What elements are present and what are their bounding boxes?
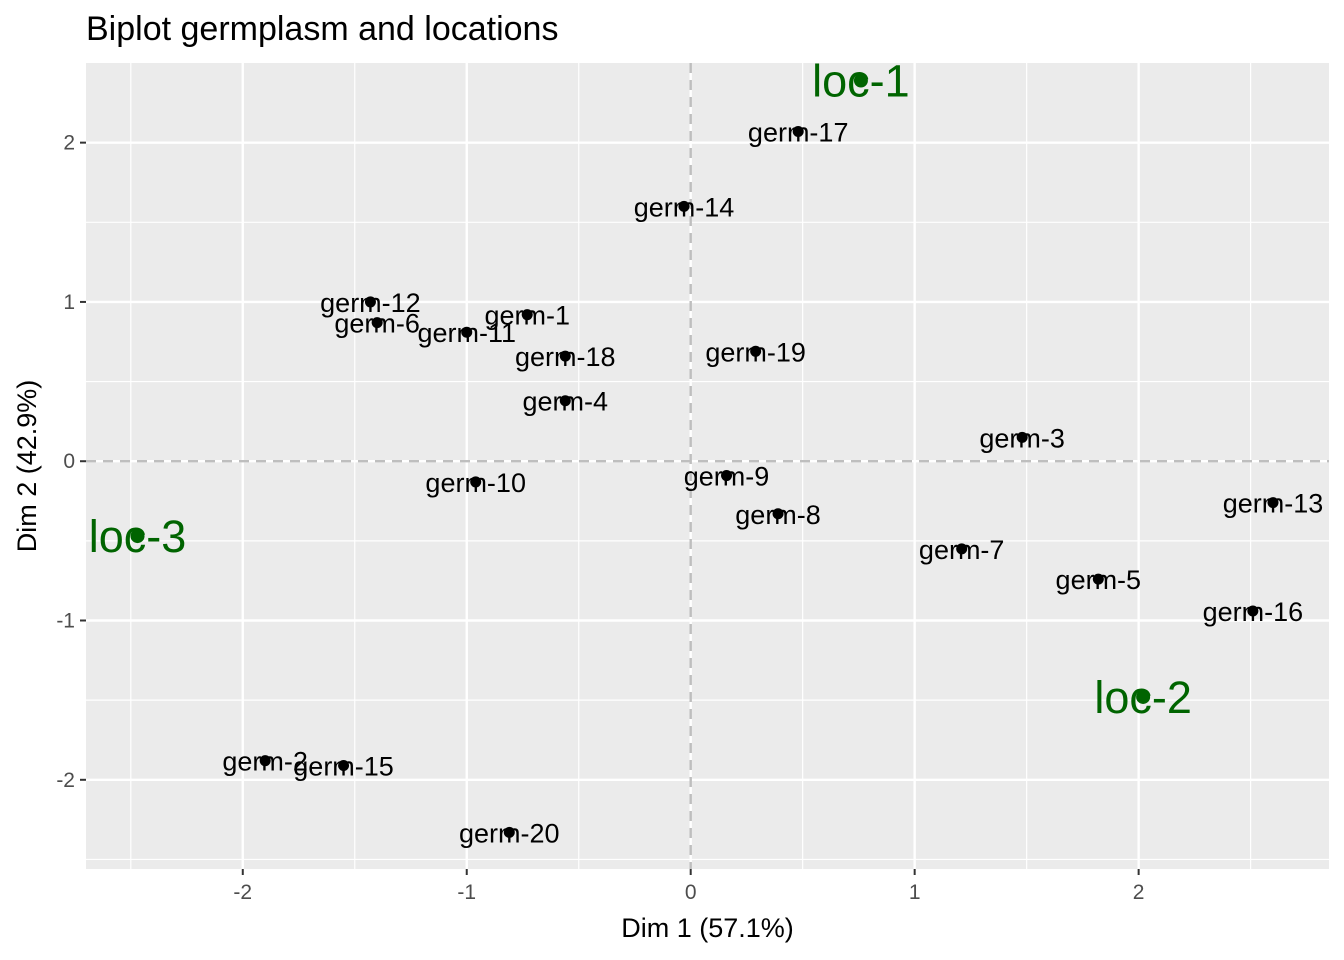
- location-point: [853, 73, 868, 88]
- germplasm-point: [559, 395, 571, 407]
- germplasm-label: germ-11: [417, 318, 516, 348]
- minor-gridlines: [86, 63, 1329, 869]
- germplasm-point: [1247, 605, 1259, 617]
- germplasm-label: germ-12: [320, 288, 421, 318]
- germplasm-label: germ-9: [684, 462, 770, 492]
- y-tick-label: -2: [56, 769, 75, 792]
- germplasm-label: germ-16: [1203, 597, 1304, 627]
- y-axis-title: Dim 2 (42.9%): [12, 380, 42, 553]
- germplasm-label: germ-2: [222, 747, 308, 777]
- plot-panel: [86, 63, 1329, 869]
- germplasm-point: [503, 826, 515, 838]
- germplasm-label: germ-13: [1223, 489, 1324, 519]
- germplasm-label: germ-15: [293, 751, 394, 781]
- germplasm-point: [364, 296, 376, 308]
- reference-lines: [86, 63, 1329, 869]
- germplasm-label: germ-8: [735, 500, 821, 530]
- germplasm-point: [792, 125, 804, 137]
- germplasm-point: [1267, 497, 1279, 509]
- germplasm-point: [772, 508, 784, 520]
- x-tick-label: 0: [685, 881, 697, 904]
- y-tick-label: 2: [63, 132, 75, 155]
- germplasm-label: germ-17: [748, 117, 849, 147]
- axis-ticks: -2 -1 0 1 2 -2 -1 0 1 2: [56, 132, 1144, 904]
- germplasm-point: [371, 317, 383, 329]
- germplasm-point: [259, 755, 271, 767]
- x-tick-label: -2: [233, 881, 252, 904]
- germplasm-label: germ-7: [919, 535, 1005, 565]
- y-tick-label: 1: [63, 291, 75, 314]
- location-point: [130, 529, 145, 544]
- germplasm-point: [1092, 573, 1104, 585]
- germplasm-label: germ-4: [523, 387, 609, 417]
- location-point: [1136, 689, 1151, 704]
- y-tick-label: -1: [56, 610, 75, 633]
- germplasm-point: [721, 470, 733, 482]
- x-tick-label: -1: [457, 881, 476, 904]
- germplasm-point: [338, 759, 350, 771]
- germplasm-point: [678, 200, 690, 212]
- x-axis-title: Dim 1 (57.1%): [621, 913, 794, 943]
- germplasm-label: germ-1: [484, 301, 570, 331]
- germplasm-point: [461, 326, 473, 338]
- location-label: loc-3: [89, 511, 187, 562]
- germplasm-label: germ-5: [1056, 565, 1142, 595]
- germplasm-point: [750, 345, 762, 357]
- location-label: loc-1: [812, 56, 910, 107]
- germplasm-label: germ-6: [334, 309, 420, 339]
- germplasm-label: germ-20: [459, 818, 560, 848]
- germplasm-label: germ-19: [705, 337, 806, 367]
- germplasm-label: germ-10: [425, 468, 526, 498]
- y-tick-label: 0: [63, 450, 75, 473]
- germplasm-point: [956, 543, 968, 555]
- germplasm-point: [470, 476, 482, 488]
- x-tick-label: 1: [909, 881, 921, 904]
- germplasm-point: [521, 309, 533, 321]
- location-label: loc-2: [1094, 672, 1192, 723]
- germplasm-label: germ-3: [979, 423, 1065, 453]
- data-points: germ-1germ-2germ-3germ-4germ-5germ-6germ…: [89, 56, 1324, 849]
- x-tick-label: 2: [1133, 881, 1145, 904]
- germplasm-label: germ-14: [634, 192, 735, 222]
- germplasm-point: [559, 350, 571, 362]
- chart-title: Biplot germplasm and locations: [86, 10, 558, 48]
- germplasm-label: germ-18: [515, 342, 616, 372]
- germplasm-point: [1016, 431, 1028, 443]
